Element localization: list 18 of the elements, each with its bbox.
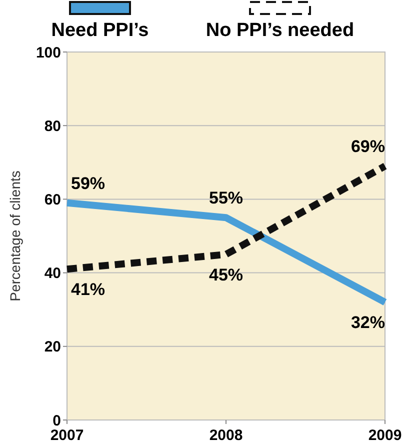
y-tick-label: 0 (52, 412, 61, 430)
y-tick-label: 60 (44, 191, 61, 208)
y-tick-label: 100 (36, 44, 61, 62)
x-tick-label: 2007 (50, 427, 84, 444)
data-label: 69% (350, 137, 385, 156)
y-tick-label: 20 (44, 338, 61, 356)
y-tick-label: 80 (44, 118, 61, 135)
y-tick-label: 40 (44, 265, 61, 282)
data-label: 55% (208, 188, 244, 208)
x-tick-label: 2009 (368, 427, 402, 444)
data-label: 32% (350, 313, 385, 332)
y-axis-title: Percentage of clients (7, 170, 23, 302)
data-label: 59% (71, 174, 106, 193)
data-label: 41% (71, 280, 106, 300)
legend-label: Need PPI’s (51, 20, 149, 41)
legend-label: No PPI’s needed (206, 20, 354, 41)
x-tick-label: 2008 (209, 427, 243, 444)
data-label: 45% (208, 265, 244, 284)
